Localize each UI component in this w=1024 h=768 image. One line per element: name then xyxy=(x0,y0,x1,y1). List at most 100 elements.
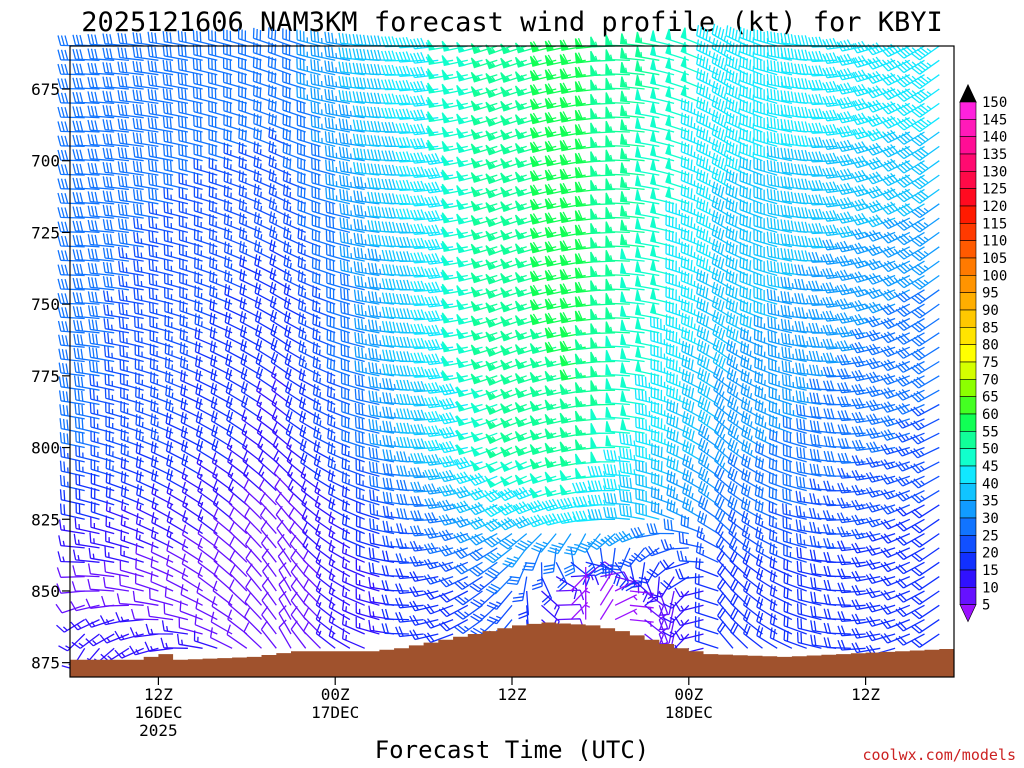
wind-barb xyxy=(483,518,513,532)
barb-shape xyxy=(556,497,586,510)
wind-barb xyxy=(740,497,763,520)
wind-barb xyxy=(165,398,189,420)
wind-barb xyxy=(500,244,527,256)
barb-shape xyxy=(880,129,911,144)
barb-shape xyxy=(352,91,380,105)
barb-shape xyxy=(456,256,483,268)
wind-barb xyxy=(823,465,851,477)
barb-shape xyxy=(101,595,129,607)
wind-barb xyxy=(325,230,351,248)
wind-barb xyxy=(366,92,395,105)
wind-barb xyxy=(865,273,896,285)
barb-shape xyxy=(769,613,793,635)
barb-shape xyxy=(261,591,277,620)
wind-barb xyxy=(261,606,277,635)
barb-shape xyxy=(865,516,896,528)
wind-barb xyxy=(768,501,793,520)
barb-shape xyxy=(605,106,630,119)
barb-shape xyxy=(103,576,130,592)
wind-barb xyxy=(851,455,881,466)
wind-barb xyxy=(660,539,689,551)
barb-shape xyxy=(605,92,630,105)
wind-barb xyxy=(454,590,483,606)
barb-shape xyxy=(865,315,896,328)
wind-barb xyxy=(742,580,763,606)
wind-barb xyxy=(208,129,233,148)
barb-shape xyxy=(209,627,233,649)
wind-barb xyxy=(634,175,660,191)
wind-barb xyxy=(299,438,321,463)
wind-barb xyxy=(87,48,115,61)
wind-barb xyxy=(782,517,807,535)
wind-barb xyxy=(766,202,793,219)
wind-barb xyxy=(470,215,498,226)
wind-barb xyxy=(120,544,144,563)
wind-barb xyxy=(312,355,336,377)
barb-shape xyxy=(355,559,380,578)
barb-shape xyxy=(895,518,925,532)
wind-barb xyxy=(255,338,277,363)
wind-barb xyxy=(822,109,851,122)
barb-shape xyxy=(780,61,807,76)
wind-barb xyxy=(726,381,749,406)
wind-barb xyxy=(587,466,616,477)
wind-barb xyxy=(341,513,365,535)
barb-shape xyxy=(354,360,380,377)
wind-barb xyxy=(296,114,321,133)
barb-shape xyxy=(514,300,542,312)
wind-barb xyxy=(836,67,866,81)
wind-barb xyxy=(742,552,763,578)
wind-barb xyxy=(911,74,940,90)
wind-barb xyxy=(756,625,778,649)
barb-shape xyxy=(753,328,778,348)
wind-barb xyxy=(369,489,395,506)
barb-shape xyxy=(367,163,395,176)
wind-barb xyxy=(635,430,660,449)
barb-shape xyxy=(529,487,557,499)
wind-barb xyxy=(90,444,115,463)
wind-barb xyxy=(297,227,321,248)
wind-barb xyxy=(544,385,572,397)
wind-barb xyxy=(766,145,793,162)
barb-shape xyxy=(500,432,527,443)
barb-shape xyxy=(754,499,778,520)
barb-shape xyxy=(328,597,351,621)
wind-barb xyxy=(147,31,174,47)
barb-shape xyxy=(650,116,675,133)
barb-shape xyxy=(438,426,468,439)
wind-barb xyxy=(396,422,424,434)
barb-shape xyxy=(713,408,734,434)
barb-shape xyxy=(895,561,925,575)
wind-barb xyxy=(837,467,866,479)
barb-shape xyxy=(783,629,807,649)
barb-shape xyxy=(911,289,940,305)
wind-barb xyxy=(682,425,704,449)
barb-shape xyxy=(880,331,911,344)
wind-barb xyxy=(556,589,585,601)
barb-shape xyxy=(338,146,365,162)
barb-shape xyxy=(880,72,911,86)
barb-shape xyxy=(177,44,203,61)
barb-shape xyxy=(769,627,793,649)
barb-shape xyxy=(117,232,144,248)
wind-barb xyxy=(298,354,321,377)
barb-shape xyxy=(105,486,130,506)
barb-shape xyxy=(194,341,218,363)
barb-shape xyxy=(650,471,675,492)
wind-barb xyxy=(725,254,748,277)
barb-shape xyxy=(711,138,734,162)
barb-shape xyxy=(163,201,189,219)
barb-shape xyxy=(163,603,189,621)
barb-shape xyxy=(587,480,616,492)
wind-barb xyxy=(780,276,807,291)
barb-shape xyxy=(753,314,778,334)
wind-barb xyxy=(755,526,778,549)
wind-barb xyxy=(711,66,734,90)
wind-barb xyxy=(87,62,115,76)
barb-shape xyxy=(456,429,483,441)
barb-shape xyxy=(485,576,513,595)
wind-barb xyxy=(338,104,365,119)
wind-barb xyxy=(193,129,218,148)
wind-barb xyxy=(880,172,911,187)
barb-shape xyxy=(381,207,409,219)
